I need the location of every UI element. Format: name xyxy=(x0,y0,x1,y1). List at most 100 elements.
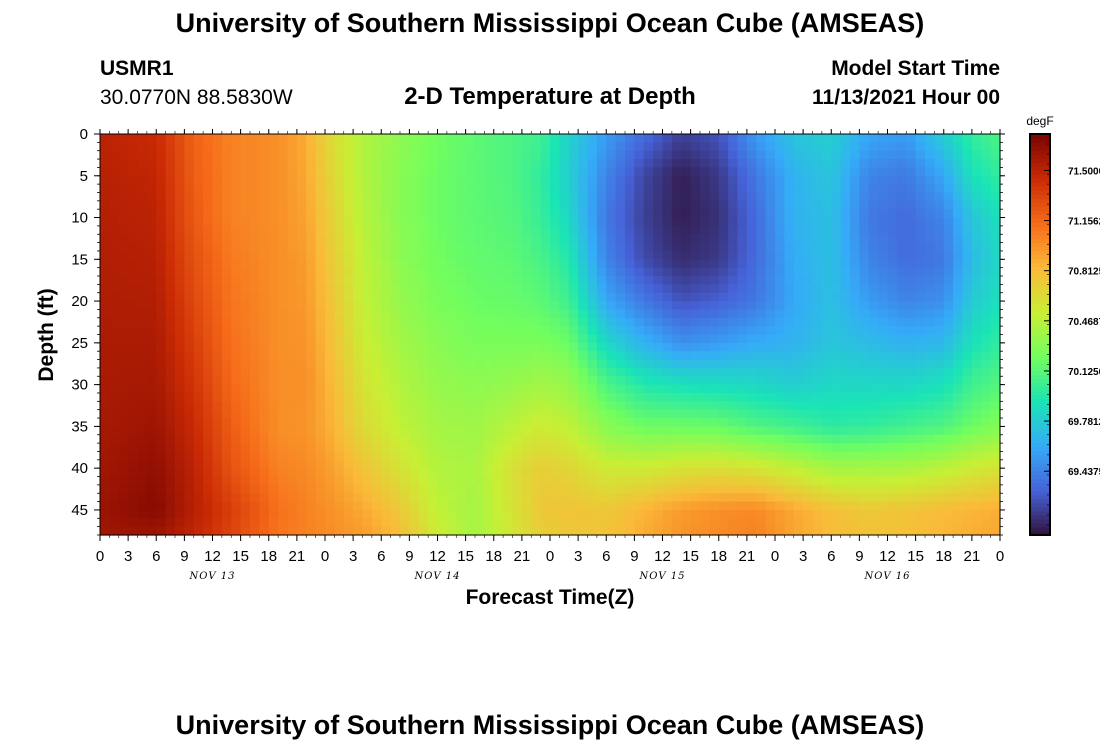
heatmap-cell xyxy=(634,468,645,478)
heatmap-cell xyxy=(409,326,420,336)
heatmap-cell xyxy=(765,267,776,277)
heatmap-cell xyxy=(184,150,195,160)
heatmap-cell xyxy=(334,518,345,528)
heatmap-cell xyxy=(596,326,607,336)
heatmap-cell xyxy=(690,301,701,311)
heatmap-cell xyxy=(962,351,973,361)
heatmap-cell xyxy=(662,184,673,194)
heatmap-cell xyxy=(306,150,317,160)
heatmap-cell xyxy=(962,384,973,394)
heatmap-cell xyxy=(784,309,795,319)
heatmap-cell xyxy=(737,334,748,344)
heatmap-cell xyxy=(990,134,1001,143)
heatmap-cell xyxy=(831,217,842,227)
heatmap-cell xyxy=(315,209,326,219)
heatmap-cell xyxy=(878,167,889,177)
heatmap-cell xyxy=(278,292,289,302)
heatmap-cell xyxy=(756,418,767,427)
heatmap-cell xyxy=(709,167,720,177)
heatmap-cell xyxy=(353,276,364,285)
heatmap-cell xyxy=(137,309,148,319)
heatmap-cell xyxy=(165,192,176,202)
heatmap-cell xyxy=(118,150,129,160)
heatmap-cell xyxy=(887,334,898,344)
heatmap-cell xyxy=(221,459,232,469)
heatmap-cell xyxy=(540,159,551,169)
heatmap-cell xyxy=(531,484,542,494)
heatmap-cell xyxy=(128,167,139,177)
heatmap-cell xyxy=(484,200,495,210)
heatmap-cell xyxy=(896,225,907,235)
heatmap-cell xyxy=(737,184,748,194)
heatmap-cell xyxy=(146,167,157,177)
heatmap-cell xyxy=(221,384,232,394)
heatmap-cell xyxy=(540,376,551,386)
heatmap-cell xyxy=(381,217,392,227)
heatmap-cell xyxy=(906,351,917,361)
heatmap-cell xyxy=(165,476,176,486)
heatmap-cell xyxy=(475,225,485,235)
heatmap-cell xyxy=(503,459,514,469)
heatmap-cell xyxy=(615,342,626,352)
heatmap-cell xyxy=(746,493,757,503)
heatmap-cell xyxy=(971,209,982,219)
heatmap-cell xyxy=(203,409,214,419)
heatmap-cell xyxy=(643,468,654,478)
heatmap-cell xyxy=(428,334,439,344)
heatmap-cell xyxy=(465,359,476,369)
heatmap-cell xyxy=(850,142,860,152)
heatmap-cell xyxy=(240,317,251,327)
heatmap-cell xyxy=(465,309,476,319)
heatmap-cell xyxy=(746,418,757,427)
heatmap-cell xyxy=(990,526,1001,536)
heatmap-cell xyxy=(643,443,654,453)
heatmap-cell xyxy=(578,276,589,285)
heatmap-cell xyxy=(803,451,814,461)
heatmap-cell xyxy=(878,468,889,478)
heatmap-cell xyxy=(503,309,514,319)
heatmap-cell xyxy=(700,451,710,461)
heatmap-cell xyxy=(990,376,1001,386)
heatmap-cell xyxy=(203,284,214,294)
heatmap-cell xyxy=(568,392,579,402)
heatmap-cell xyxy=(240,142,251,152)
heatmap-cell xyxy=(400,276,410,285)
heatmap-cell xyxy=(212,426,223,436)
heatmap-cell xyxy=(831,150,842,160)
heatmap-cell xyxy=(700,209,710,219)
heatmap-cell xyxy=(428,376,439,386)
heatmap-cell xyxy=(971,234,982,244)
heatmap-cell xyxy=(953,351,964,361)
heatmap-cell xyxy=(381,518,392,528)
heatmap-cell xyxy=(165,142,176,152)
heatmap-cell xyxy=(137,242,148,252)
heatmap-cell xyxy=(550,501,560,511)
heatmap-cell xyxy=(503,250,514,260)
heatmap-cell xyxy=(512,526,523,536)
heatmap-cell xyxy=(803,292,814,302)
heatmap-cell xyxy=(587,401,598,411)
heatmap-cell xyxy=(690,443,701,453)
heatmap-cell xyxy=(906,167,917,177)
heatmap-cell xyxy=(606,267,617,277)
heatmap-cell xyxy=(596,342,607,352)
heatmap-cell xyxy=(709,317,720,327)
heatmap-cell xyxy=(353,518,364,528)
heatmap-cell xyxy=(446,225,457,235)
heatmap-cell xyxy=(437,301,448,311)
heatmap-cell xyxy=(137,484,148,494)
heatmap-cell xyxy=(484,159,495,169)
heatmap-cell xyxy=(878,434,889,444)
heatmap-cell xyxy=(878,392,889,402)
heatmap-cell xyxy=(250,142,260,152)
heatmap-cell xyxy=(184,493,195,503)
heatmap-cell xyxy=(840,359,851,369)
heatmap-cell xyxy=(306,142,317,152)
heatmap-cell xyxy=(821,267,832,277)
heatmap-cell xyxy=(531,159,542,169)
heatmap-cell xyxy=(784,468,795,478)
heatmap-cell xyxy=(503,292,514,302)
heatmap-cell xyxy=(390,526,401,536)
heatmap-cell xyxy=(868,184,879,194)
heatmap-cell xyxy=(325,342,335,352)
